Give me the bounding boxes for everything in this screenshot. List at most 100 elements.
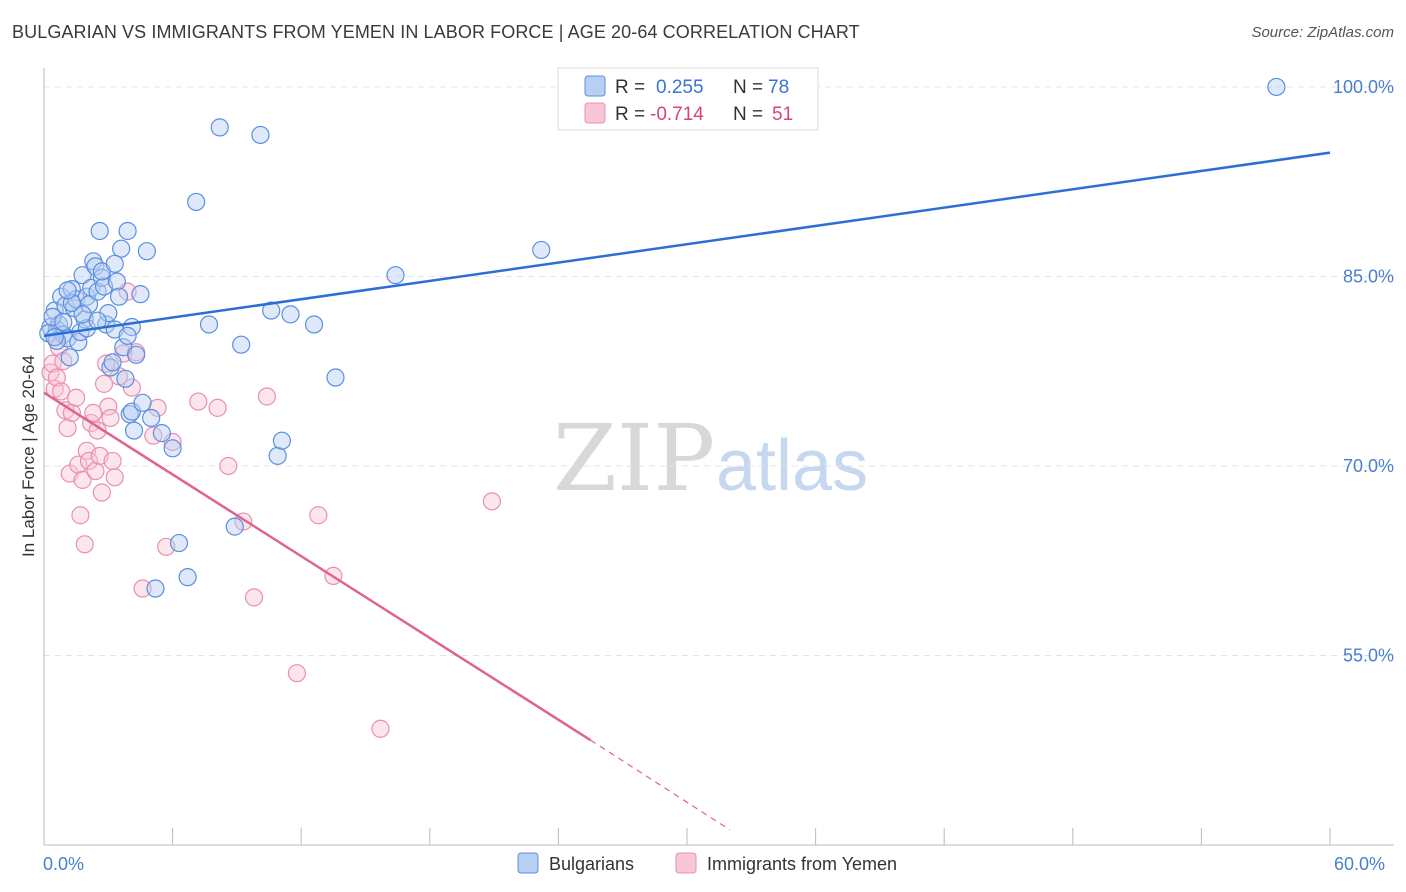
blue-point: [137, 242, 156, 261]
blue-point: [225, 517, 244, 536]
pink-point: [208, 398, 227, 417]
stats-blue-n-label: N =: [733, 77, 763, 98]
pink-point: [105, 468, 124, 487]
pink-point: [257, 387, 277, 406]
stats-blue-r-label: R =: [615, 77, 645, 98]
pink-trend-line: [43, 391, 592, 742]
blue-point: [326, 368, 345, 387]
x-tick-label-min: 0.0%: [43, 854, 84, 874]
pink-point: [189, 392, 208, 411]
blue-point: [1267, 77, 1286, 97]
pink-point: [101, 408, 120, 428]
blue-point: [142, 408, 161, 428]
pink-point: [94, 374, 114, 393]
legend-blue-label[interactable]: Bulgarians: [549, 854, 634, 874]
blue-point: [251, 125, 270, 145]
stats-blue-swatch: [584, 75, 606, 97]
legend-pink-label[interactable]: Immigrants from Yemen: [707, 854, 897, 874]
blue-point: [169, 533, 189, 553]
blue-point: [152, 424, 171, 443]
blue-point: [232, 335, 251, 354]
x-tick-label-max: 60.0%: [1334, 854, 1385, 874]
watermark: ZIP atlas: [553, 405, 868, 512]
pink-point: [43, 354, 62, 373]
blue-point: [131, 285, 150, 304]
blue-point: [178, 568, 197, 587]
y-tick-label: 85.0%: [1343, 266, 1394, 286]
blue-point: [532, 240, 551, 260]
x-ticks: [43, 828, 1331, 845]
blue-point: [73, 266, 92, 285]
y-axis-title: In Labor Force | Age 20-64: [19, 355, 38, 557]
pink-point: [73, 470, 92, 489]
stats-pink-n-label: N =: [733, 104, 763, 125]
blue-point: [210, 118, 229, 137]
blue-point: [146, 579, 165, 598]
pink-series: [41, 282, 502, 738]
stats-pink-r-value: -0.714: [650, 104, 704, 125]
chart-title: BULGARIAN VS IMMIGRANTS FROM YEMEN IN LA…: [12, 22, 860, 42]
stats-pink-swatch: [584, 102, 606, 124]
y-tick-label: 70.0%: [1343, 456, 1394, 476]
watermark-zip: ZIP: [553, 405, 715, 512]
pink-point: [219, 456, 238, 476]
blue-point: [105, 254, 124, 273]
pink-point: [67, 388, 86, 407]
blue-trend-line: [43, 151, 1331, 338]
blue-point: [103, 353, 122, 372]
pink-point: [88, 421, 107, 440]
blue-point: [116, 369, 135, 388]
blue-point: [163, 439, 182, 458]
pink-point: [71, 506, 90, 525]
pink-point: [92, 483, 111, 502]
y-tick-label: 100.0%: [1333, 77, 1394, 97]
legend: Bulgarians Immigrants from Yemen: [517, 852, 897, 874]
blue-point: [118, 221, 137, 241]
pink-point: [482, 492, 502, 511]
pink-point: [309, 506, 328, 525]
blue-point: [268, 446, 287, 465]
stats-blue-n-value: 78: [768, 77, 789, 98]
pink-point: [86, 461, 105, 481]
blue-point: [107, 272, 126, 291]
stats-box: R = 0.255 N = 78 R = -0.714 N = 51: [557, 67, 819, 131]
blue-point: [45, 328, 64, 347]
pink-point: [75, 535, 94, 554]
legend-blue-swatch[interactable]: [517, 852, 539, 874]
blue-point: [386, 266, 405, 285]
pink-point: [47, 368, 66, 387]
blue-point: [127, 345, 146, 364]
blue-point: [133, 393, 152, 412]
blue-point: [112, 239, 131, 258]
blue-point: [90, 221, 109, 241]
blue-point: [58, 281, 77, 300]
source-label: Source: ZipAtlas.com: [1251, 24, 1394, 41]
y-tick-label: 55.0%: [1343, 645, 1394, 665]
pink-point: [79, 451, 99, 471]
blue-point: [124, 421, 144, 440]
stats-pink-r-label: R =: [615, 104, 645, 125]
blue-point: [199, 315, 219, 334]
pink-point: [99, 397, 118, 416]
trend-lines: [43, 151, 1331, 831]
stats-pink-n-value: 51: [772, 104, 793, 125]
blue-point: [272, 431, 292, 450]
blue-point: [118, 326, 137, 345]
blue-point: [281, 305, 300, 324]
blue-point: [54, 312, 73, 332]
blue-point: [304, 315, 324, 334]
blue-point: [262, 301, 281, 320]
legend-pink-swatch[interactable]: [675, 852, 697, 874]
pink-point: [133, 579, 152, 598]
pink-trend-extension: [590, 739, 731, 831]
blue-point: [60, 348, 79, 367]
blue-point: [99, 304, 118, 323]
pink-point: [58, 418, 77, 438]
pink-point: [287, 664, 307, 683]
pink-point: [103, 451, 122, 471]
blue-point: [109, 287, 129, 306]
y-tick-labels: 55.0% 70.0% 85.0% 100.0%: [1333, 77, 1394, 666]
blue-series: [39, 77, 1286, 598]
pink-point: [244, 588, 264, 607]
